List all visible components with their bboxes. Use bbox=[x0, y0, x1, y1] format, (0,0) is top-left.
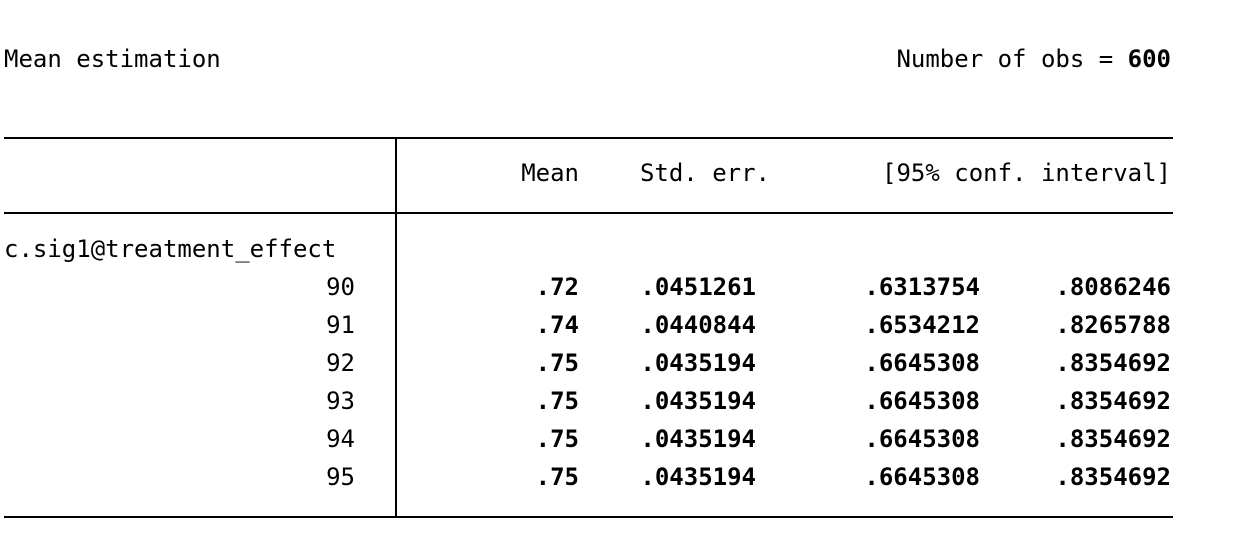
row-label: 94 bbox=[326, 425, 355, 453]
cell-ci-lower: .6645308 bbox=[864, 349, 980, 377]
cell-ci-upper: .8354692 bbox=[1055, 387, 1171, 415]
cell-mean: .75 bbox=[535, 425, 579, 453]
cell-mean: .75 bbox=[535, 387, 579, 415]
cell-std-err: .0451261 bbox=[640, 273, 756, 301]
cell-mean: .75 bbox=[535, 463, 579, 491]
row-label: 91 bbox=[326, 311, 355, 339]
row-label: 92 bbox=[326, 349, 355, 377]
row-label: 90 bbox=[326, 273, 355, 301]
cell-ci-lower: .6645308 bbox=[864, 425, 980, 453]
obs-label: Number of obs = bbox=[896, 45, 1128, 73]
table-top-rule bbox=[4, 137, 1173, 139]
cell-ci-lower: .6645308 bbox=[864, 387, 980, 415]
cell-std-err: .0435194 bbox=[640, 387, 756, 415]
cell-std-err: .0435194 bbox=[640, 425, 756, 453]
cell-ci-lower: .6645308 bbox=[864, 463, 980, 491]
cell-ci-upper: .8354692 bbox=[1055, 463, 1171, 491]
output-title: Mean estimation bbox=[4, 45, 221, 73]
cell-ci-lower: .6534212 bbox=[864, 311, 980, 339]
obs-count: Number of obs = 600 bbox=[760, 44, 1171, 74]
cell-std-err: .0435194 bbox=[640, 349, 756, 377]
cell-ci-upper: .8265788 bbox=[1055, 311, 1171, 339]
cell-std-err: .0440844 bbox=[640, 311, 756, 339]
cell-ci-upper: .8086246 bbox=[1055, 273, 1171, 301]
cell-mean: .74 bbox=[535, 311, 579, 339]
cell-ci-upper: .8354692 bbox=[1055, 425, 1171, 453]
col-header-conf-interval: [95% conf. interval] bbox=[882, 159, 1171, 187]
cell-std-err: .0435194 bbox=[640, 463, 756, 491]
cell-mean: .72 bbox=[535, 273, 579, 301]
row-label: 95 bbox=[326, 463, 355, 491]
obs-value: 600 bbox=[1127, 45, 1171, 73]
table-header-rule bbox=[4, 212, 1173, 214]
row-label: 93 bbox=[326, 387, 355, 415]
group-label: c.sig1@treatment_effect bbox=[4, 235, 337, 263]
col-header-mean: Mean bbox=[521, 159, 579, 187]
table-bottom-rule bbox=[4, 516, 1173, 518]
cell-ci-lower: .6313754 bbox=[864, 273, 980, 301]
cell-mean: .75 bbox=[535, 349, 579, 377]
table-column-divider bbox=[395, 138, 397, 518]
col-header-std-err: Std. err. bbox=[639, 159, 770, 187]
cell-ci-upper: .8354692 bbox=[1055, 349, 1171, 377]
